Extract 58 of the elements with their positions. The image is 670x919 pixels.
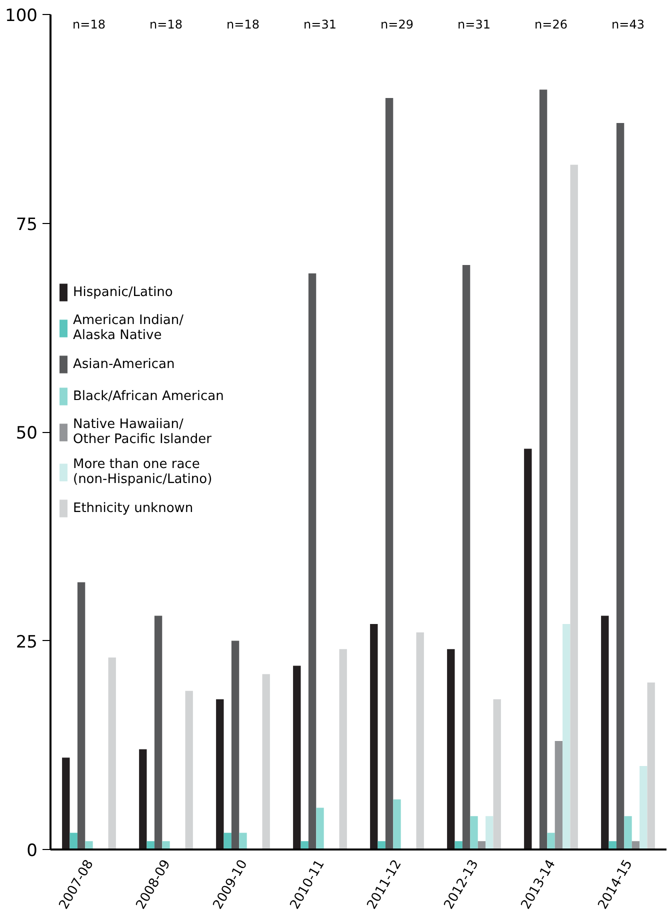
bar: [640, 766, 648, 850]
legend-label: More than one race (non-Hispanic/Latino): [73, 457, 212, 487]
bar: [470, 816, 478, 850]
bar: [139, 749, 147, 850]
bar: [554, 740, 563, 850]
bar: [185, 690, 193, 850]
bar: [570, 164, 578, 850]
bar: [624, 816, 632, 850]
y-tick-label: 75: [16, 214, 38, 235]
bar: [239, 832, 247, 850]
bar: [339, 649, 347, 850]
legend-label: American Indian/ Alaska Native: [73, 313, 184, 343]
bar: [647, 682, 655, 850]
y-tick-label: 50: [16, 424, 38, 444]
y-tick-label: 0: [26, 841, 38, 861]
annotation: n=43: [612, 18, 644, 32]
bar: [293, 666, 301, 850]
bar: [316, 808, 324, 850]
bar: [262, 674, 270, 850]
legend-label: Asian-American: [73, 356, 175, 372]
bar: [416, 632, 424, 850]
annotation: n=31: [304, 18, 336, 32]
bar: [154, 616, 162, 850]
annotation: n=18: [226, 18, 260, 32]
bar: [562, 624, 570, 850]
legend-label: Black/African American: [73, 388, 224, 404]
bar: [216, 699, 224, 850]
bar: [62, 758, 70, 850]
bar: [385, 98, 394, 850]
annotation: n=29: [380, 18, 414, 32]
legend-label: Native Hawaiian/ Other Pacific Islander: [73, 417, 212, 447]
bar: [85, 841, 93, 850]
bar: [493, 699, 501, 850]
legend-label: Hispanic/Latino: [73, 284, 173, 300]
bar: [616, 123, 624, 850]
bar: [370, 624, 378, 850]
annotation: n=31: [458, 18, 490, 32]
bar: [547, 832, 555, 850]
bar: [231, 640, 240, 850]
annotation: n=18: [150, 18, 182, 32]
y-tick-label: 25: [16, 632, 38, 652]
bar: [486, 816, 494, 850]
annotation: n=26: [534, 18, 568, 32]
bar: [70, 832, 78, 850]
bar: [524, 448, 532, 850]
bar: [162, 841, 170, 850]
bar: [77, 582, 86, 850]
bar: [462, 265, 470, 850]
annotation: n=18: [72, 18, 106, 32]
bar: [393, 799, 401, 850]
bar: [601, 616, 609, 850]
bar: [447, 649, 455, 850]
bar: [539, 90, 548, 850]
y-tick-label: 100: [5, 6, 38, 26]
legend-label: Ethnicity unknown: [73, 500, 194, 516]
bar: [224, 832, 232, 850]
bar: [108, 657, 116, 850]
bar: [308, 273, 316, 850]
